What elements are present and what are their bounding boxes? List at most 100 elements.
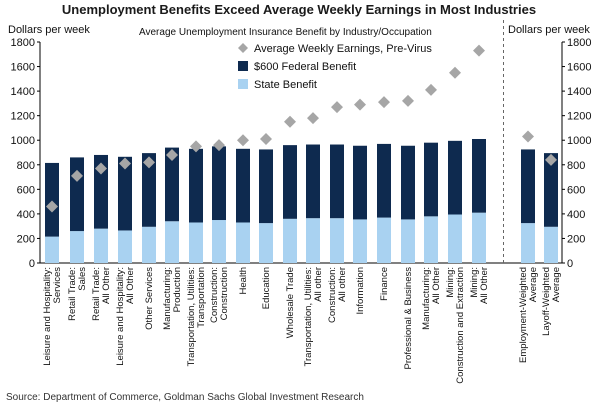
state-benefit-bar — [283, 218, 297, 263]
x-tick-label-line: Construction: — [209, 267, 220, 323]
federal-benefit-bar — [283, 145, 297, 219]
left-y-tick-label: 1000 — [11, 135, 35, 147]
state-benefit-bar — [472, 212, 486, 263]
x-tick-label-line: Production — [172, 267, 183, 312]
x-tick-label: Health — [238, 267, 249, 294]
left-y-tick-label: 1600 — [11, 62, 35, 74]
right-y-tick-label: 1200 — [567, 111, 591, 123]
x-tick-label-line: Mining: — [469, 267, 480, 298]
x-tick-label-line: All other — [337, 267, 348, 302]
x-tick-label-line: Professional & Business — [403, 267, 414, 370]
x-tick-label-line: Information — [355, 267, 366, 315]
federal-benefit-bar — [142, 153, 156, 227]
earnings-marker — [284, 115, 296, 128]
earnings-marker — [143, 156, 155, 169]
federal-benefit-bar — [544, 153, 558, 227]
federal-benefit-bar — [448, 140, 462, 215]
federal-benefit-bar — [165, 147, 179, 222]
federal-benefit-bar — [212, 146, 226, 221]
state-benefit-bar — [236, 222, 250, 263]
state-benefit-bar — [353, 219, 367, 263]
x-tick-label: Mining: All Other — [469, 267, 490, 304]
x-tick-label-line: Other Services — [144, 267, 155, 330]
chart-subtitle: Average Unemployment Insurance Benefit b… — [139, 27, 432, 38]
x-tick-label-line: Finance — [379, 267, 390, 301]
x-tick-label-line: Construction — [219, 267, 230, 320]
legend-label: $600 Federal Benefit — [254, 61, 356, 73]
state-benefit-bar — [401, 219, 415, 263]
federal-benefit-bar — [521, 149, 535, 224]
x-tick-label-line: Retail Trade: — [67, 267, 78, 321]
legend-swatch-earnings — [238, 43, 248, 53]
federal-benefit-bar — [236, 148, 250, 223]
federal-benefit-bar — [189, 148, 203, 223]
federal-benefit-bar — [353, 145, 367, 220]
federal-benefit-bar — [118, 156, 132, 231]
left-y-tick-label: 200 — [17, 233, 35, 245]
earnings-marker — [95, 162, 107, 175]
federal-benefit-bar — [377, 143, 391, 218]
bars — [45, 138, 558, 263]
earnings-marker — [545, 153, 557, 166]
x-tick-label-line: Sales — [77, 267, 88, 291]
state-benefit-bar — [94, 228, 108, 263]
x-tick-label-line: Wholesale Trade — [285, 267, 296, 338]
legend: Average Weekly Earnings, Pre-Virus $600 F… — [238, 43, 432, 91]
x-tick-label-line: Layoff-Weighted — [541, 267, 552, 336]
x-tick-label-line: Services — [52, 267, 63, 304]
left-y-tick-label: 400 — [17, 209, 35, 221]
state-benefit-bar — [259, 223, 273, 263]
state-benefit-bar — [189, 222, 203, 263]
x-tick-label-line: All other — [313, 267, 324, 302]
left-y-tick-label: 800 — [17, 160, 35, 172]
right-y-tick-label: 1800 — [567, 37, 591, 49]
state-benefit-bar — [544, 226, 558, 263]
x-tick-label-line: Average — [528, 267, 539, 302]
earnings-marker — [71, 169, 83, 182]
x-tick-labels: Leisure and Hospitality: Services Retail T… — [42, 267, 562, 384]
left-y-tick-label: 0 — [29, 258, 35, 270]
x-tick-label-line: Employment-Weighted — [518, 267, 529, 363]
x-tick-label: Layoff-Weighted Average — [541, 267, 562, 336]
earnings-marker — [449, 66, 461, 79]
state-benefit-bar — [424, 216, 438, 263]
x-tick-label-line: All Other — [101, 267, 112, 304]
x-tick-label: Mining: Construction and Extraction — [445, 267, 466, 384]
state-benefit-bar — [521, 223, 535, 263]
state-benefit-bar — [330, 218, 344, 263]
x-tick-label-line: Mining: — [445, 267, 456, 298]
x-tick-label: Transportation, Utilities: All other — [303, 267, 324, 366]
left-y-tick-label: 1800 — [11, 37, 35, 49]
right-y-tick-label: 800 — [567, 160, 585, 172]
earnings-marker — [213, 139, 225, 152]
earnings-marker — [522, 130, 534, 143]
earnings-marker — [402, 94, 414, 107]
right-y-tick-label: 600 — [567, 184, 585, 196]
x-tick-label-line: Education — [261, 267, 272, 309]
x-tick-label-line: Manufacturing: — [421, 267, 432, 330]
x-tick-label: Retail Trade: Sales — [67, 267, 88, 321]
earnings-marker — [260, 132, 272, 145]
left-y-tick-label: 1200 — [11, 111, 35, 123]
right-y-tick-label: 1600 — [567, 62, 591, 74]
state-benefit-bar — [118, 230, 132, 263]
right-y-tick-label: 400 — [567, 209, 585, 221]
legend-swatch-bar — [238, 61, 248, 71]
x-tick-label: Transportation, Utilities: Transportation — [186, 267, 207, 366]
x-tick-label: Leisure and Hospitality: All Other — [115, 267, 136, 366]
x-tick-label: Retail Trade: All Other — [91, 267, 112, 321]
earnings-marker — [331, 101, 343, 114]
federal-benefit-bar — [70, 157, 84, 232]
x-tick-label-line: Transportation — [196, 267, 207, 328]
federal-benefit-bar — [259, 149, 273, 224]
x-tick-label-line: Construction and Extraction — [455, 267, 466, 384]
earnings-marker — [425, 83, 437, 96]
right-y-tick-label: 200 — [567, 233, 585, 245]
state-benefit-bar — [165, 221, 179, 263]
earnings-marker — [190, 140, 202, 153]
markers — [46, 44, 557, 213]
x-tick-label-line: Transportation, Utilities: — [186, 267, 197, 366]
earnings-marker — [46, 200, 58, 213]
source-note: Source: Department of Commerce, Goldman … — [6, 392, 364, 403]
right-y-tick-label: 0 — [567, 258, 573, 270]
